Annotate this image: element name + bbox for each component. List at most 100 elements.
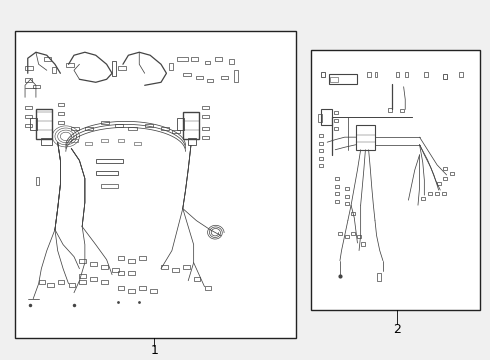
Bar [196,76,203,79]
Bar [361,243,365,246]
Bar [101,139,108,143]
Bar [25,115,32,118]
Bar [118,256,124,260]
Bar [15,31,296,338]
Bar [376,273,381,281]
Bar [450,172,454,175]
Bar [172,268,179,272]
Bar [400,109,404,112]
Bar [334,112,338,114]
Bar [71,139,78,143]
Bar [36,177,39,185]
Bar [351,212,355,215]
Bar [33,85,40,88]
Bar [207,79,213,82]
Bar [319,157,323,160]
Bar [134,143,141,145]
Bar [191,57,198,61]
Bar [443,177,447,180]
Bar [221,76,228,79]
Bar [128,259,135,263]
Bar [405,72,408,77]
Bar [330,77,338,82]
Bar [460,72,463,77]
Bar [202,115,209,118]
Bar [25,106,32,109]
Bar [234,70,238,82]
Bar [115,124,123,127]
Bar [335,177,339,180]
Bar [161,265,168,269]
Bar [345,187,349,190]
Bar [139,256,146,260]
Bar [318,114,321,122]
Bar [177,118,184,130]
Bar [101,121,109,125]
Bar [319,149,323,152]
Bar [112,61,116,76]
Bar [229,59,234,64]
Bar [396,72,399,77]
Bar [118,66,125,70]
Bar [79,274,86,278]
Bar [202,127,209,130]
Bar [118,139,124,143]
Bar [58,112,65,115]
Bar [335,192,339,195]
Bar [311,50,480,310]
Bar [58,121,65,125]
Bar [150,289,157,293]
Bar [345,235,349,238]
Bar [388,108,392,112]
Bar [128,271,135,275]
Bar [25,66,33,70]
Bar [334,127,338,130]
Bar [183,73,191,76]
Bar [334,119,338,122]
Bar [101,184,118,188]
Bar [69,283,75,287]
Bar [321,109,332,125]
Bar [66,63,74,67]
Bar [25,124,32,127]
Bar [367,72,371,77]
Bar [90,277,97,281]
Bar [356,125,375,150]
Bar [47,283,53,287]
Bar [177,57,188,61]
Bar [319,134,323,137]
Bar [36,109,52,139]
Bar [188,138,196,145]
Bar [79,259,86,263]
Bar [79,280,86,284]
Bar [85,127,93,130]
Bar [421,197,425,200]
Bar [437,182,441,185]
Bar [145,124,153,127]
Bar [443,167,447,170]
Bar [25,78,32,82]
Bar [427,192,432,195]
Bar [202,136,209,139]
Bar [204,286,211,290]
Bar [58,103,65,106]
Bar [101,280,108,284]
Bar [351,233,355,235]
Bar [96,171,118,175]
Bar [183,112,199,139]
Bar [335,185,339,188]
Bar [375,72,377,77]
Bar [96,159,123,163]
Bar [90,262,97,266]
Bar [442,192,446,195]
Bar [85,143,92,145]
Bar [216,57,222,61]
Bar [183,265,190,269]
Bar [44,57,51,61]
Bar [329,74,358,84]
Bar [128,289,135,293]
Bar [436,192,440,195]
Bar [204,60,210,64]
Bar [319,165,323,167]
Bar [443,74,447,79]
